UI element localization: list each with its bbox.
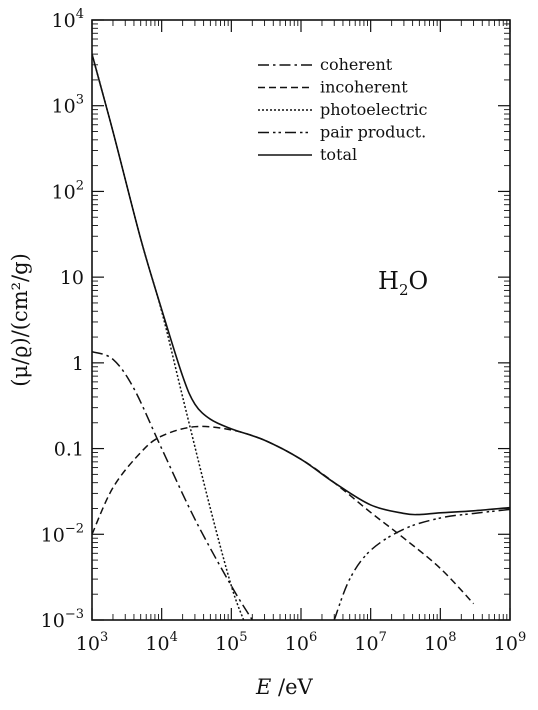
y-tick-label: 102 xyxy=(52,178,84,203)
y-tick-label: 103 xyxy=(52,93,84,118)
x-tick-label: 103 xyxy=(76,630,108,655)
x-axis-label: E /eV xyxy=(255,675,314,699)
y-tick-label: 10−2 xyxy=(41,521,84,546)
h2o-annotation: H2O xyxy=(378,267,428,299)
y-tick-label: 0.1 xyxy=(54,439,84,461)
legend-label-pair-product: pair product. xyxy=(320,123,426,142)
plot-frame xyxy=(91,19,511,621)
legend-label-photoelectric: photoelectric xyxy=(320,100,427,119)
series-line-total xyxy=(92,53,510,516)
series-line-pair-product xyxy=(333,508,510,620)
legend: coherent incoherent photoelectric pair prod… xyxy=(258,55,427,164)
y-axis-label: (μ/ϱ)/(cm²/g) xyxy=(8,253,32,387)
tick-layer: 103 104 105 106 107 108 1091041031021010.110−2… xyxy=(41,7,527,655)
series-line-coherent xyxy=(92,350,253,620)
y-tick-label: 1 xyxy=(72,353,84,375)
y-tick-label: 104 xyxy=(52,7,84,32)
x-tick-label: 108 xyxy=(424,630,456,655)
legend-label-incoherent: incoherent xyxy=(320,78,408,97)
x-tick-label: 109 xyxy=(494,630,526,655)
y-tick-label: 10−3 xyxy=(41,607,84,632)
y-tick-label: 10 xyxy=(60,267,84,289)
legend-label-total: total xyxy=(320,145,357,164)
x-tick-label: 105 xyxy=(215,630,247,655)
series-line-incoherent xyxy=(92,425,475,605)
series-layer xyxy=(92,53,510,620)
x-tick-label: 104 xyxy=(145,630,177,655)
x-tick-label: 106 xyxy=(285,630,317,655)
x-tick-label: 107 xyxy=(354,630,386,655)
legend-label-coherent: coherent xyxy=(320,55,393,74)
